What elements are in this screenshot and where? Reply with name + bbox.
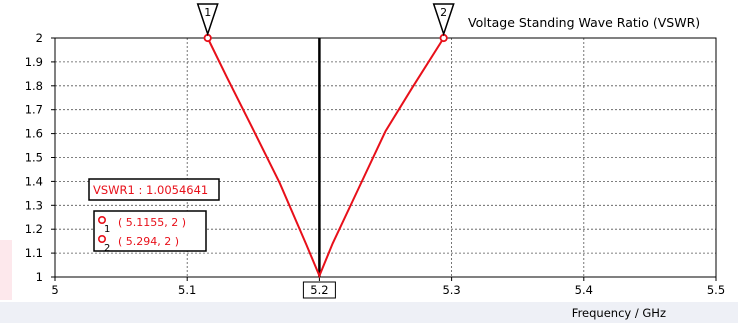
readout-1-id: 1 xyxy=(104,224,110,235)
marker-1-triangle[interactable]: 1 xyxy=(196,3,219,37)
plot-frame xyxy=(54,37,717,278)
y-tick-label: 1.8 xyxy=(25,79,43,93)
marker-2-triangle-shape xyxy=(432,3,455,37)
readout-2-id: 2 xyxy=(104,243,110,254)
marker-1-label: 1 xyxy=(204,6,211,19)
y-tick-label: 1.5 xyxy=(25,151,43,165)
status-strip xyxy=(0,302,738,323)
vswr-series-line xyxy=(206,37,445,279)
readout-2-text: ( 5.294, 2 ) xyxy=(118,235,179,248)
readout-row-1: 1 ( 5.1155, 2 ) xyxy=(98,216,186,235)
marker-x-label: 5.2 xyxy=(310,283,328,297)
marker-x-label-box xyxy=(302,281,336,299)
vswr-annotation-text: VSWR1 : 1.0054641 xyxy=(93,183,208,197)
x-tick-label: 5.1 xyxy=(178,283,196,297)
x-tick-label: 5.3 xyxy=(442,283,460,297)
y-tick-label: 1.3 xyxy=(25,198,43,212)
marker-1-triangle-shape xyxy=(196,3,219,37)
marker-2-triangle[interactable]: 2 xyxy=(432,3,455,37)
marker-readout-box[interactable] xyxy=(93,210,207,252)
y-tick-label: 1.1 xyxy=(25,246,43,260)
tick-layer: 1 1.1 1.2 1.3 1.4 1.5 1.6 1.7 1.8 1.9 2 5 5.1 5.3 5.4 5… xyxy=(25,31,725,297)
y-tick-label: 1.7 xyxy=(25,103,43,117)
y-tick-label: 1.2 xyxy=(25,222,43,236)
readout-1-text: ( 5.1155, 2 ) xyxy=(118,216,186,229)
x-tick-label: 5.5 xyxy=(707,283,725,297)
readout-1-marker-icon xyxy=(98,216,107,225)
marker-2-label: 2 xyxy=(440,6,447,19)
readout-row-2: 2 ( 5.294, 2 ) xyxy=(98,235,179,254)
readout-2-marker-icon xyxy=(98,235,107,244)
x-tick-label: 5 xyxy=(51,283,58,297)
x-axis-label: Frequency / GHz xyxy=(572,306,666,320)
y-tick-label: 1.6 xyxy=(25,127,43,141)
vswr-annotation-box[interactable] xyxy=(88,178,220,201)
x-tick-label: 5.4 xyxy=(575,283,593,297)
y-tick-label: 1 xyxy=(36,270,43,284)
y-tick-label: 2 xyxy=(36,31,43,45)
chart-title: Voltage Standing Wave Ratio (VSWR) xyxy=(468,15,700,30)
y-tick-label: 1.4 xyxy=(25,174,43,188)
decorative-tint xyxy=(0,240,12,300)
y-tick-label: 1.9 xyxy=(25,55,43,69)
